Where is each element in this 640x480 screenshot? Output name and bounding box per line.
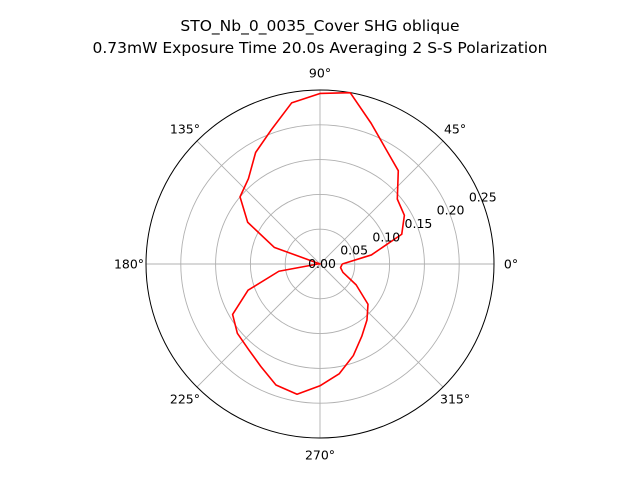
angle-tick-label: 0° <box>504 257 518 272</box>
polar-grid <box>145 89 495 439</box>
angle-tick-label: 135° <box>170 121 200 136</box>
angle-tick-label: 270° <box>305 448 335 463</box>
radius-tick-label: 0.25 <box>469 189 497 204</box>
radial-gridline <box>215 159 425 369</box>
angle-tick-label: 315° <box>440 392 470 407</box>
angle-tick-label: 90° <box>309 66 331 81</box>
series-layer <box>231 91 406 396</box>
radial-gridline <box>284 228 356 300</box>
angular-gridline <box>196 263 321 388</box>
radius-tick-label: 0.00 <box>308 256 336 271</box>
radius-tick-label: 0.10 <box>372 229 400 244</box>
radius-tick-label: 0.15 <box>405 216 433 231</box>
chart-subtitle: 0.73mW Exposure Time 20.0s Averaging 2 S… <box>92 39 547 57</box>
angle-tick-label: 45° <box>444 121 466 136</box>
angular-gridline <box>196 140 321 265</box>
angle-tick-label: 180° <box>114 257 144 272</box>
angular-gridline <box>319 263 444 388</box>
polar-frame <box>145 89 495 439</box>
chart-title: STO_Nb_0_0035_Cover SHG oblique <box>180 17 459 36</box>
radial-gridline <box>180 124 460 404</box>
radial-gridline <box>249 193 391 335</box>
radius-tick-label: 0.05 <box>340 243 368 258</box>
series-line <box>231 91 406 396</box>
angle-tick-label: 225° <box>170 392 200 407</box>
radius-tick-label: 0.20 <box>437 203 465 218</box>
tick-labels: 0° 45° 90° 135° 180° 225° 270° 315° 0.00 0.05 0.10… <box>114 66 518 463</box>
angular-gridline <box>319 140 444 265</box>
